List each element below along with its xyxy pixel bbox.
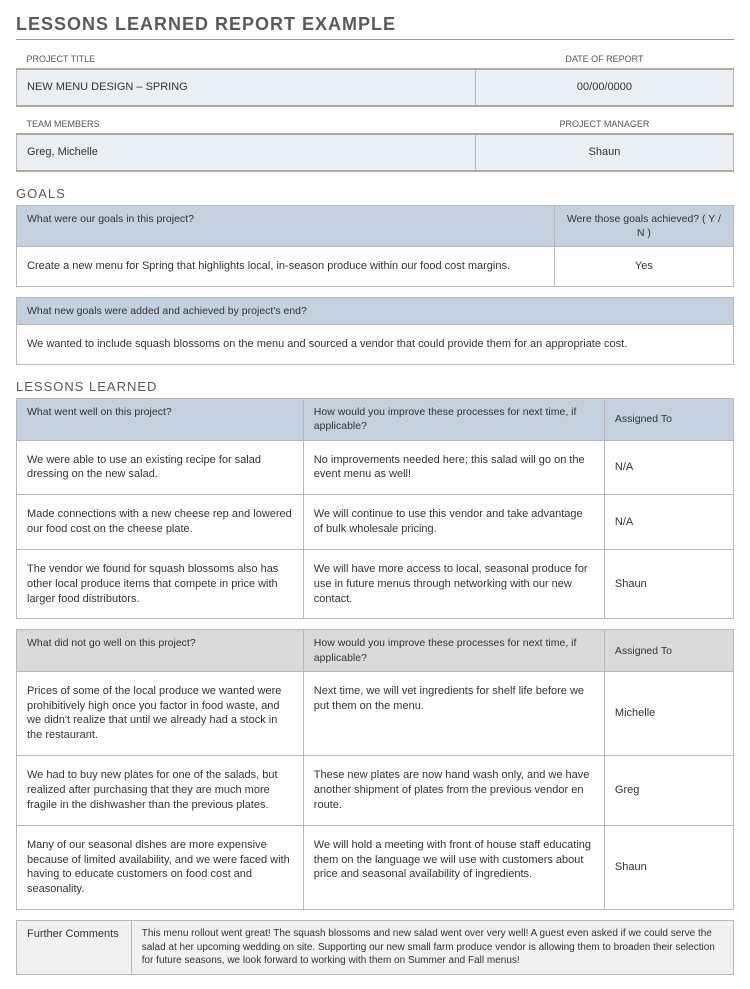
lesson-cell-assigned: Shaun bbox=[604, 825, 733, 909]
goals-ach-header: Were those goals achieved? ( Y / N ) bbox=[554, 205, 733, 246]
team-value: Greg, Michelle bbox=[17, 134, 476, 171]
goals-q2-header: What new goals were added and achieved b… bbox=[17, 298, 734, 325]
project-title-value: NEW MENU DESIGN – SPRING bbox=[17, 69, 476, 106]
team-meta-table: TEAM MEMBERS PROJECT MANAGER Greg, Miche… bbox=[16, 115, 734, 172]
further-text: This menu rollout went great! The squash… bbox=[131, 921, 733, 975]
lesson-cell-a: We had to buy new plates for one of the … bbox=[17, 756, 304, 826]
well-col-a: What went well on this project? bbox=[17, 399, 304, 440]
project-title-label: PROJECT TITLE bbox=[17, 50, 476, 69]
well-col-c: Assigned To bbox=[604, 399, 733, 440]
lesson-cell-a: Many of our seasonal dishes are more exp… bbox=[17, 825, 304, 909]
lesson-cell-a: We were able to use an existing recipe f… bbox=[17, 440, 304, 495]
bad-col-b: How would you improve these processes fo… bbox=[303, 630, 604, 671]
pm-label: PROJECT MANAGER bbox=[475, 115, 733, 134]
table-row: The vendor we found for squash blossoms … bbox=[17, 549, 734, 619]
lesson-cell-b: We will have more access to local, seaso… bbox=[303, 549, 604, 619]
table-row: Many of our seasonal dishes are more exp… bbox=[17, 825, 734, 909]
further-label: Further Comments bbox=[17, 921, 132, 975]
lesson-cell-assigned: N/A bbox=[604, 440, 733, 495]
lessons-bad-table: What did not go well on this project? Ho… bbox=[16, 629, 734, 910]
bad-col-c: Assigned To bbox=[604, 630, 733, 671]
team-label: TEAM MEMBERS bbox=[17, 115, 476, 134]
project-meta-table: PROJECT TITLE DATE OF REPORT NEW MENU DE… bbox=[16, 50, 734, 107]
table-row: Made connections with a new cheese rep a… bbox=[17, 495, 734, 550]
well-col-b: How would you improve these processes fo… bbox=[303, 399, 604, 440]
lesson-cell-assigned: Greg bbox=[604, 756, 733, 826]
lesson-cell-a: Made connections with a new cheese rep a… bbox=[17, 495, 304, 550]
goals-q1-header: What were our goals in this project? bbox=[17, 205, 555, 246]
lessons-well-table: What went well on this project? How woul… bbox=[16, 398, 734, 619]
lesson-cell-b: We will continue to use this vendor and … bbox=[303, 495, 604, 550]
goals-heading: GOALS bbox=[16, 186, 734, 201]
lesson-cell-a: The vendor we found for squash blossoms … bbox=[17, 549, 304, 619]
lessons-heading: LESSONS LEARNED bbox=[16, 379, 734, 394]
lesson-cell-b: No improvements needed here; this salad … bbox=[303, 440, 604, 495]
lesson-cell-b: We will hold a meeting with front of hou… bbox=[303, 825, 604, 909]
pm-value: Shaun bbox=[475, 134, 733, 171]
table-row: We had to buy new plates for one of the … bbox=[17, 756, 734, 826]
lesson-cell-assigned: Shaun bbox=[604, 549, 733, 619]
goals-table-1: What were our goals in this project? Wer… bbox=[16, 205, 734, 287]
lesson-cell-assigned: N/A bbox=[604, 495, 733, 550]
date-value: 00/00/0000 bbox=[475, 69, 733, 106]
goals-ach-value: Yes bbox=[554, 247, 733, 287]
bad-col-a: What did not go well on this project? bbox=[17, 630, 304, 671]
table-row: We were able to use an existing recipe f… bbox=[17, 440, 734, 495]
lesson-cell-assigned: Michelle bbox=[604, 671, 733, 755]
date-label: DATE OF REPORT bbox=[475, 50, 733, 69]
lesson-cell-b: Next time, we will vet ingredients for s… bbox=[303, 671, 604, 755]
lesson-cell-b: These new plates are now hand wash only,… bbox=[303, 756, 604, 826]
further-comments-table: Further Comments This menu rollout went … bbox=[16, 920, 734, 975]
lesson-cell-a: Prices of some of the local produce we w… bbox=[17, 671, 304, 755]
table-row: Prices of some of the local produce we w… bbox=[17, 671, 734, 755]
goals-table-2: What new goals were added and achieved b… bbox=[16, 297, 734, 365]
goals-q1-answer: Create a new menu for Spring that highli… bbox=[17, 247, 555, 287]
goals-q2-answer: We wanted to include squash blossoms on … bbox=[17, 325, 734, 365]
page-title: LESSONS LEARNED REPORT EXAMPLE bbox=[16, 14, 734, 40]
